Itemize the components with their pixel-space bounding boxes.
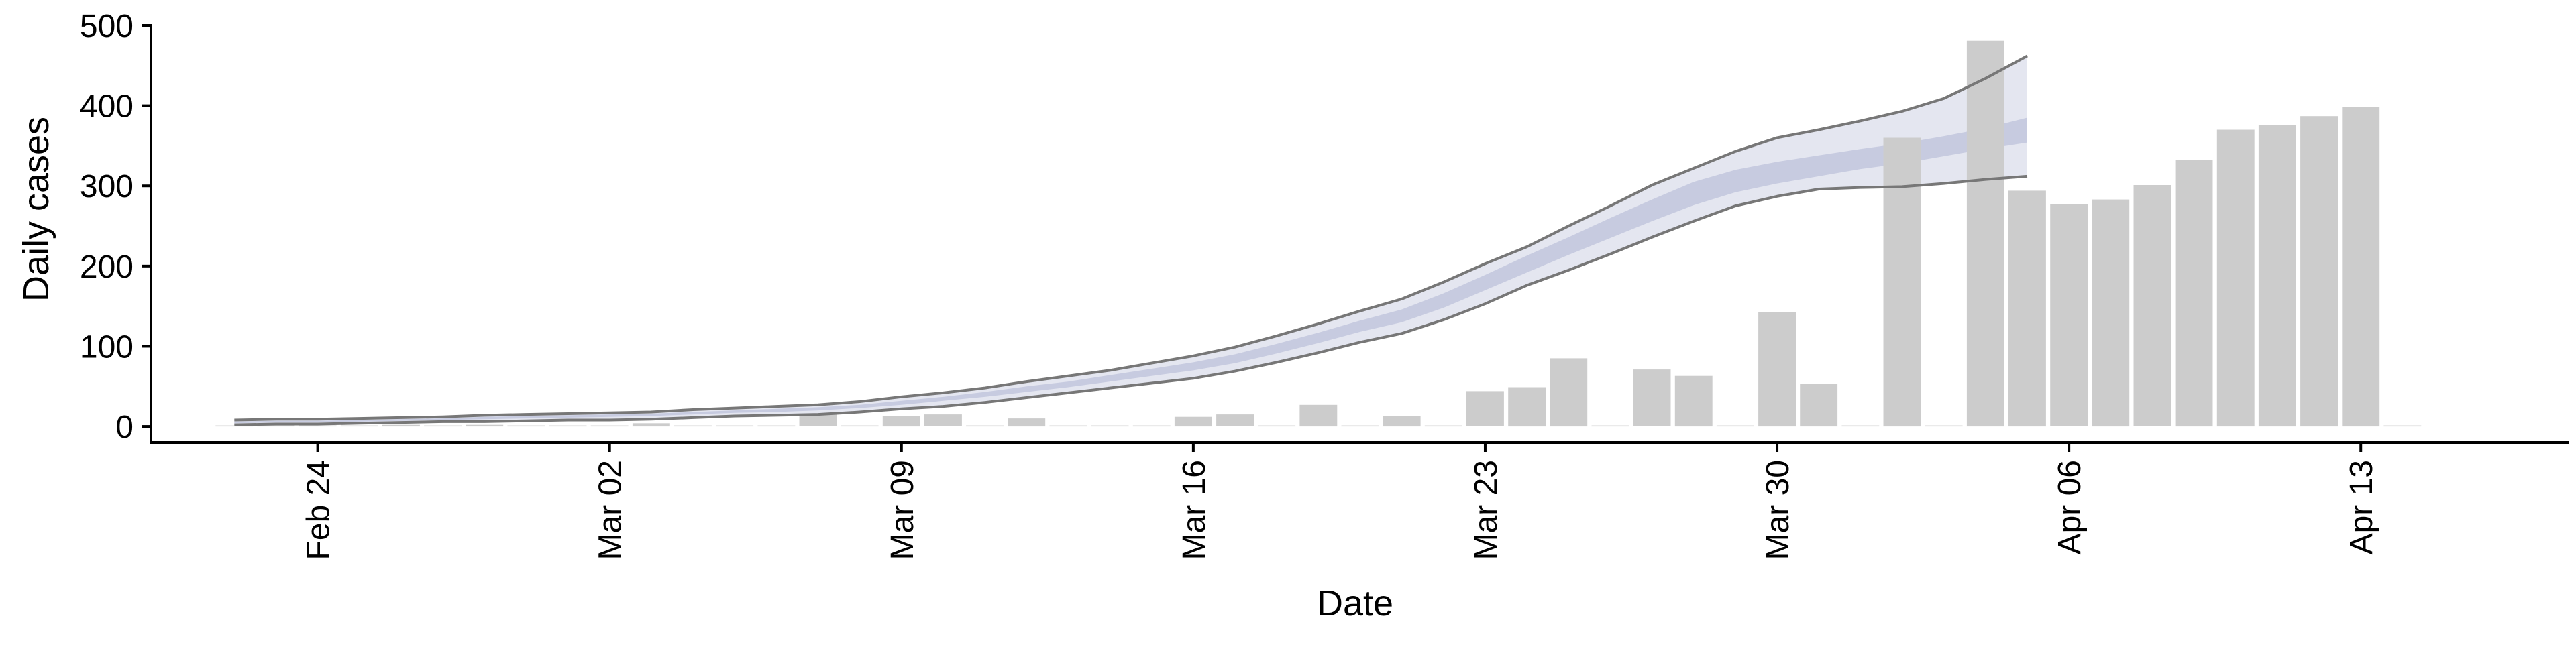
y-tick-label: 300 [80, 169, 133, 204]
bar-2020-03-13 [1049, 425, 1087, 427]
bar-2020-03-31 [1800, 384, 1838, 427]
case-bars [215, 40, 2422, 427]
bar-2020-03-17 [1216, 414, 1254, 426]
bar-2020-03-12 [1008, 418, 1046, 427]
bar-2020-03-24 [1508, 387, 1546, 427]
bar-2020-04-02 [1883, 137, 1921, 427]
bar-2020-04-12 [2300, 116, 2338, 427]
bar-2020-04-06 [2050, 204, 2088, 426]
bar-2020-02-24 [299, 425, 337, 427]
x-tick-label: Mar 30 [1760, 460, 1796, 560]
bar-2020-03-01 [549, 425, 587, 427]
bar-2020-03-14 [1091, 425, 1129, 427]
y-tick-label: 500 [80, 9, 133, 44]
bar-2020-03-02 [590, 425, 629, 427]
bar-2020-04-08 [2133, 185, 2171, 426]
bar-2020-02-22 [215, 425, 254, 427]
x-tick-label: Mar 02 [593, 460, 629, 560]
x-ticks: Feb 24 Mar 02 Mar 09 Mar 16 Mar 23 Mar 30 Apr … [301, 443, 2379, 560]
bar-2020-03-25 [1550, 358, 1588, 427]
bar-2020-02-29 [507, 425, 545, 427]
x-axis-title: Date [1317, 583, 1393, 624]
bar-2020-04-13 [2342, 107, 2380, 427]
bar-2020-03-16 [1174, 416, 1212, 427]
bar-2020-02-25 [340, 425, 378, 427]
bar-2020-02-27 [424, 425, 462, 427]
bar-2020-03-27 [1633, 369, 1671, 426]
x-tick-label: Mar 16 [1177, 460, 1212, 560]
x-tick-label: Apr 13 [2344, 460, 2379, 554]
bar-2020-04-04 [1966, 40, 2004, 427]
bar-2020-03-22 [1424, 425, 1462, 427]
bar-2020-03-21 [1383, 416, 1421, 427]
bar-2020-03-28 [1674, 375, 1713, 427]
bar-2020-03-06 [757, 425, 796, 427]
bar-2020-03-20 [1341, 425, 1379, 427]
bar-2020-04-11 [2258, 125, 2296, 427]
estimate-bounds [234, 54, 2028, 426]
bar-2020-03-30 [1758, 312, 1796, 427]
bar-2020-04-09 [2175, 160, 2213, 427]
bar-2020-04-14 [2383, 425, 2422, 427]
bar-2020-03-10 [924, 414, 962, 426]
bar-2020-02-26 [382, 424, 420, 427]
bar-2020-03-05 [716, 425, 754, 427]
bar-2020-03-07 [799, 413, 837, 426]
bar-2020-03-26 [1591, 425, 1629, 427]
upper-bound-line [234, 54, 2028, 422]
bar-2020-04-10 [2216, 129, 2255, 427]
bar-2020-03-08 [841, 425, 879, 427]
y-ticks: 0 100 200 300 400 500 [80, 9, 151, 445]
bar-2020-04-07 [2092, 199, 2130, 427]
x-tick-label: Mar 23 [1468, 460, 1504, 560]
bar-2020-03-23 [1466, 391, 1504, 426]
bar-2020-04-03 [1925, 425, 1963, 427]
x-tick-label: Mar 09 [885, 460, 920, 560]
bar-2020-03-04 [674, 425, 712, 427]
bar-2020-03-15 [1132, 425, 1171, 427]
bar-2020-03-09 [882, 416, 920, 427]
y-tick-label: 200 [80, 249, 133, 285]
bar-2020-03-29 [1716, 425, 1754, 427]
y-tick-label: 0 [115, 410, 133, 445]
bar-2020-03-03 [632, 423, 670, 427]
bar-2020-04-01 [1841, 425, 1880, 427]
y-tick-label: 400 [80, 89, 133, 125]
bar-2020-03-19 [1299, 404, 1338, 427]
bar-2020-02-28 [466, 424, 504, 427]
x-tick-label: Apr 06 [2052, 460, 2088, 554]
axes: 0 100 200 300 400 500 Feb 24 Mar 02 Mar 09 Mar 1… [80, 9, 2569, 560]
x-tick-label: Feb 24 [301, 460, 337, 560]
ribbon-90 [234, 56, 2027, 425]
bar-2020-02-23 [257, 425, 295, 427]
y-axis-title: Daily cases [16, 117, 56, 302]
lower-bound-line [234, 174, 2028, 426]
bar-2020-04-05 [2008, 190, 2046, 427]
bar-2020-03-18 [1258, 425, 1296, 427]
estimate-ribbons [234, 56, 2027, 425]
y-tick-label: 100 [80, 329, 133, 365]
bar-2020-03-11 [966, 425, 1004, 427]
